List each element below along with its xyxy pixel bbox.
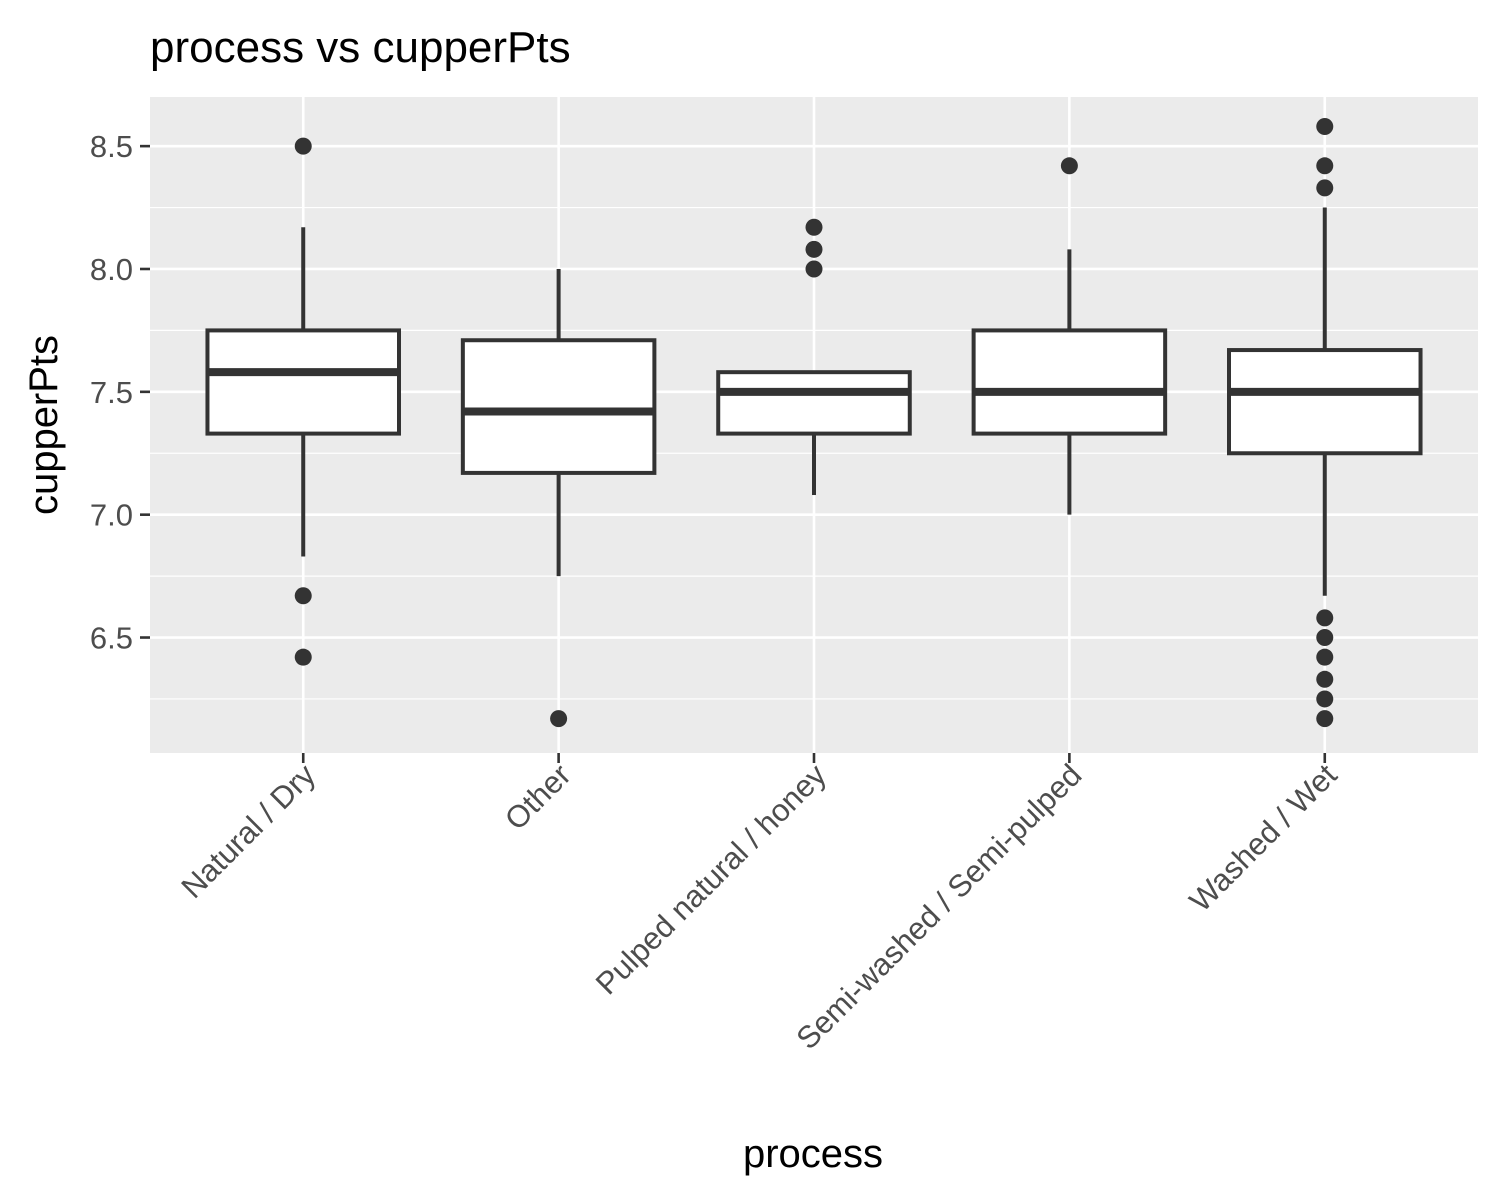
outlier-point (1316, 690, 1334, 708)
x-axis-ticks: Natural / Dry Other Pulped natural / honey… (174, 753, 1344, 1056)
box-2 (460, 268, 657, 728)
outlier-point (1316, 648, 1334, 666)
x-axis-title: process (743, 1132, 883, 1176)
box-series (205, 117, 1423, 728)
x-tick-label: Other (498, 757, 578, 837)
y-tick-label: 7.0 (90, 498, 133, 533)
outlier-point (1060, 157, 1078, 175)
box-4 (971, 157, 1168, 515)
x-tick-label: Washed / Wet (1183, 757, 1344, 918)
box-iqr (971, 328, 1168, 436)
outlier-point (294, 137, 312, 155)
x-tick-label: Natural / Dry (174, 757, 322, 905)
x-tick-label: Pulped natural / honey (589, 757, 833, 1001)
y-tick-label: 8.5 (90, 129, 133, 164)
y-tick-label: 7.5 (90, 375, 133, 410)
outlier-point (1316, 710, 1334, 728)
outlier-point (1316, 629, 1334, 647)
outlier-point (294, 587, 312, 605)
y-tick-label: 8.0 (90, 252, 133, 287)
chart-title: process vs cupperPts (150, 23, 571, 72)
outlier-point (1316, 157, 1334, 175)
box-3 (716, 218, 912, 496)
outlier-point (550, 710, 568, 728)
y-axis-ticks: 6.5 7.0 7.5 8.0 8.5 (90, 129, 150, 656)
box-iqr (1227, 348, 1423, 456)
outlier-point (294, 648, 312, 666)
box-1 (205, 137, 401, 666)
box-iqr (716, 370, 912, 436)
outlier-point (1316, 117, 1334, 135)
outlier-point (805, 240, 823, 258)
outlier-point (805, 260, 823, 278)
y-tick-label: 6.5 (90, 621, 133, 656)
box-iqr (460, 338, 657, 475)
outlier-point (1316, 609, 1334, 627)
x-tick-label: Semi-washed / Semi-pulped (789, 757, 1088, 1056)
y-axis-title: cupperPts (22, 335, 66, 515)
outlier-point (1316, 670, 1334, 688)
outlier-point (805, 218, 823, 236)
box-iqr (205, 328, 401, 436)
box-5 (1227, 117, 1423, 728)
outlier-point (1316, 179, 1334, 197)
